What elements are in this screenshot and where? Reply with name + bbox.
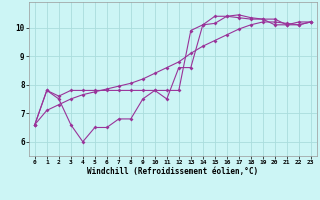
X-axis label: Windchill (Refroidissement éolien,°C): Windchill (Refroidissement éolien,°C)	[87, 167, 258, 176]
